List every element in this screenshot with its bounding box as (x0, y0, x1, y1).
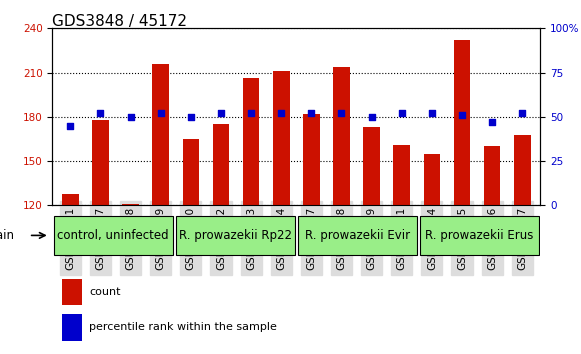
Point (216, 110, 225, 116)
Bar (213, 124, 229, 205)
Point (487, 119, 497, 125)
Text: R. prowazekii Erus: R. prowazekii Erus (425, 229, 533, 242)
Point (457, 112, 467, 118)
Point (367, 114, 376, 120)
Bar (92, 120, 109, 205)
Bar (454, 40, 470, 205)
Point (337, 110, 346, 116)
Bar (363, 127, 380, 205)
Point (427, 110, 436, 116)
Text: R. prowazekii Rp22: R. prowazekii Rp22 (179, 229, 292, 242)
Text: percentile rank within the sample: percentile rank within the sample (89, 322, 277, 332)
Bar (243, 79, 259, 205)
Bar (393, 145, 410, 205)
Text: strain: strain (0, 229, 15, 242)
Bar (303, 114, 320, 205)
Bar (62, 194, 78, 205)
Point (187, 114, 196, 120)
Bar (514, 135, 530, 205)
Bar (484, 146, 500, 205)
FancyBboxPatch shape (298, 216, 417, 255)
Point (518, 110, 527, 116)
Point (126, 114, 135, 120)
Text: GDS3848 / 45172: GDS3848 / 45172 (52, 14, 187, 29)
Bar (152, 64, 169, 205)
Bar (123, 204, 139, 205)
Text: R. prowazekii Evir: R. prowazekii Evir (305, 229, 410, 242)
Bar (273, 71, 289, 205)
Bar (182, 139, 199, 205)
Bar (62, 279, 81, 305)
Point (156, 110, 166, 116)
Point (277, 110, 286, 116)
Point (397, 110, 406, 116)
Point (66, 123, 75, 129)
Point (307, 110, 316, 116)
Point (246, 110, 256, 116)
FancyBboxPatch shape (420, 216, 539, 255)
FancyBboxPatch shape (176, 216, 295, 255)
Point (96, 110, 105, 116)
FancyBboxPatch shape (54, 216, 173, 255)
Text: control, uninfected: control, uninfected (58, 229, 169, 242)
Bar (333, 67, 350, 205)
Bar (62, 314, 81, 341)
Text: count: count (89, 287, 120, 297)
Bar (424, 154, 440, 205)
